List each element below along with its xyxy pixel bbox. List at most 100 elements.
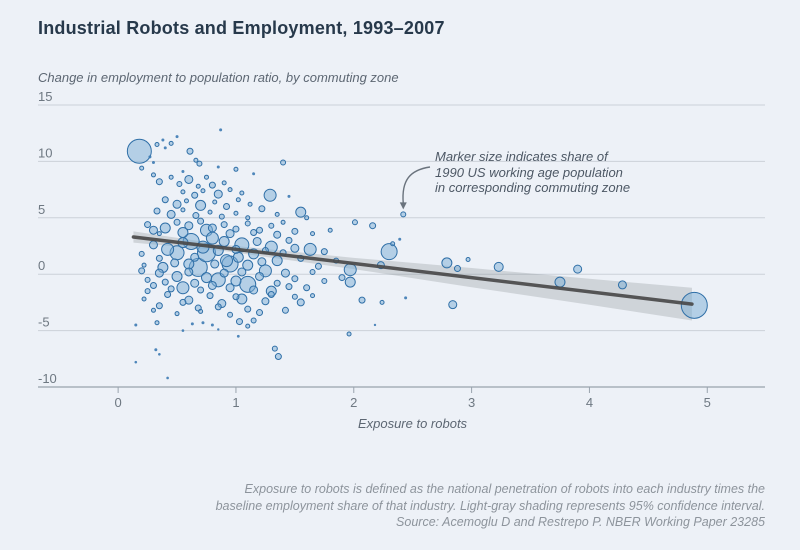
data-point	[268, 222, 275, 229]
data-point	[181, 329, 185, 332]
data-point	[180, 207, 186, 213]
data-point	[267, 291, 275, 299]
trend-line	[131, 235, 694, 306]
data-point	[154, 141, 160, 147]
data-point	[291, 293, 298, 300]
data-point	[212, 199, 218, 205]
data-point	[198, 308, 204, 314]
x-axis-label: Exposure to robots	[357, 416, 468, 431]
data-point	[236, 334, 240, 338]
data-point	[314, 262, 322, 270]
data-point	[180, 189, 186, 195]
data-point	[280, 219, 286, 225]
data-point	[184, 221, 194, 231]
data-point	[233, 166, 239, 172]
data-point	[210, 323, 214, 327]
data-point	[141, 296, 147, 302]
data-point	[453, 265, 461, 273]
data-point	[155, 254, 163, 262]
x-tick-label: 3	[468, 395, 475, 410]
data-point	[213, 189, 223, 199]
data-point	[239, 190, 245, 196]
data-point	[197, 217, 205, 225]
data-point	[203, 174, 209, 180]
y-tick-label: 15	[38, 89, 52, 104]
data-point	[230, 275, 242, 287]
data-point	[263, 188, 277, 202]
data-point	[150, 172, 156, 178]
data-point	[158, 352, 161, 356]
data-point	[166, 209, 176, 219]
data-point	[398, 237, 402, 241]
data-point	[232, 251, 244, 263]
data-point	[218, 213, 225, 220]
data-point	[148, 155, 152, 159]
data-point	[220, 254, 234, 268]
data-point	[207, 280, 217, 290]
data-point	[280, 159, 287, 166]
footnote-line-1: Exposure to robots is defined as the nat…	[244, 482, 765, 496]
data-point	[174, 311, 180, 317]
data-point	[225, 283, 235, 293]
data-point	[233, 210, 239, 216]
data-point	[273, 230, 282, 239]
data-point	[327, 227, 333, 233]
data-point	[220, 221, 228, 229]
data-point	[205, 231, 219, 245]
data-point	[148, 225, 158, 235]
data-point	[223, 203, 231, 211]
data-point	[400, 211, 407, 218]
data-point	[144, 276, 151, 283]
x-tick-label: 5	[704, 395, 711, 410]
x-tick-label: 2	[350, 395, 357, 410]
data-point	[256, 309, 264, 317]
data-point	[245, 215, 251, 221]
data-point	[373, 323, 377, 327]
data-point	[303, 284, 311, 292]
data-point	[191, 191, 199, 199]
data-point	[159, 222, 171, 234]
data-point	[192, 212, 200, 220]
data-point	[144, 221, 152, 229]
data-point	[207, 209, 213, 215]
data-point	[168, 140, 174, 146]
data-point	[310, 293, 316, 299]
data-point	[161, 242, 175, 256]
data-point	[274, 211, 280, 217]
data-point	[149, 281, 157, 289]
annotation-arrowhead	[399, 202, 407, 210]
data-point	[183, 198, 189, 204]
data-point	[201, 321, 205, 325]
data-point	[167, 285, 175, 293]
data-point	[261, 297, 270, 306]
data-point	[280, 268, 290, 278]
data-point	[161, 196, 169, 204]
data-point	[291, 275, 299, 283]
data-point	[290, 243, 300, 253]
data-point	[139, 165, 145, 171]
data-point	[138, 250, 145, 257]
data-point	[190, 252, 200, 262]
data-point	[176, 281, 190, 295]
data-point	[163, 146, 167, 150]
data-point	[196, 160, 203, 167]
data-point	[247, 201, 253, 207]
data-point	[273, 279, 281, 287]
data-point	[184, 174, 194, 184]
data-point	[219, 128, 223, 132]
data-point	[244, 220, 251, 227]
data-point	[255, 271, 265, 281]
data-point	[155, 302, 163, 310]
data-point	[235, 197, 241, 203]
data-point	[200, 272, 212, 284]
data-point	[168, 174, 174, 180]
data-point	[448, 300, 458, 310]
data-point	[390, 241, 396, 247]
y-tick-label: -10	[38, 371, 57, 386]
data-point	[171, 270, 183, 282]
data-point	[141, 262, 147, 268]
data-point	[210, 259, 220, 269]
data-point	[617, 280, 627, 290]
data-point	[217, 328, 220, 331]
